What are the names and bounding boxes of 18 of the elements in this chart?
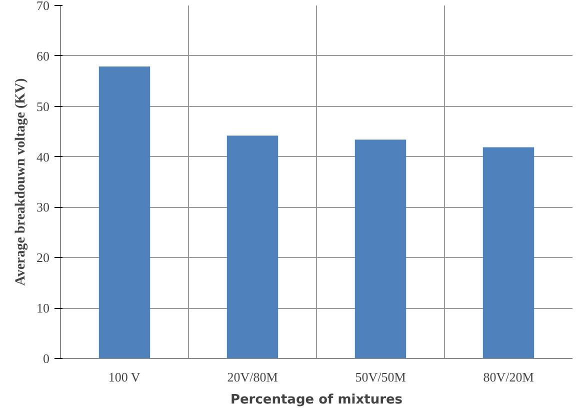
x-tick-label: 20V/80M	[227, 370, 278, 384]
y-tick-label: 60	[36, 48, 50, 64]
y-tick-label: 20	[36, 250, 50, 266]
x-tick-label: 100 V	[108, 370, 141, 384]
bar	[354, 140, 406, 358]
y-tick-label: 50	[36, 98, 50, 114]
bar	[482, 147, 534, 358]
y-tick-label: 0	[43, 351, 50, 366]
bar	[226, 136, 278, 358]
y-tick-label: 40	[36, 149, 50, 164]
y-tick-label: 10	[36, 300, 50, 316]
bar	[98, 66, 150, 358]
x-axis-title: Percentage of mixtures	[230, 392, 403, 408]
y-tick-label: 30	[36, 200, 50, 215]
y-tick-label: 70	[36, 0, 50, 13]
x-tick-label: 80V/20M	[483, 370, 534, 384]
x-tick-label: 50V/50M	[355, 370, 406, 384]
y-axis-title: Average breakdouwn voltage (KV)	[14, 78, 28, 286]
